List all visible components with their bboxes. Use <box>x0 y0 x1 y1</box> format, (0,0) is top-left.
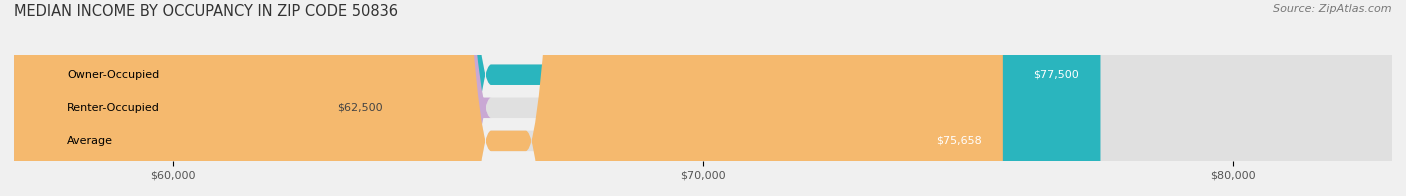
Text: Source: ZipAtlas.com: Source: ZipAtlas.com <box>1274 4 1392 14</box>
Text: Owner-Occupied: Owner-Occupied <box>67 70 159 80</box>
FancyBboxPatch shape <box>14 0 1392 196</box>
Text: Average: Average <box>67 136 112 146</box>
FancyBboxPatch shape <box>14 0 1392 196</box>
FancyBboxPatch shape <box>14 0 1101 196</box>
Text: MEDIAN INCOME BY OCCUPANCY IN ZIP CODE 50836: MEDIAN INCOME BY OCCUPANCY IN ZIP CODE 5… <box>14 4 398 19</box>
Text: $77,500: $77,500 <box>1033 70 1080 80</box>
Text: Renter-Occupied: Renter-Occupied <box>67 103 160 113</box>
Text: $75,658: $75,658 <box>936 136 981 146</box>
FancyBboxPatch shape <box>14 0 1392 196</box>
FancyBboxPatch shape <box>14 0 1002 196</box>
Text: $62,500: $62,500 <box>337 103 382 113</box>
FancyBboxPatch shape <box>0 0 491 196</box>
